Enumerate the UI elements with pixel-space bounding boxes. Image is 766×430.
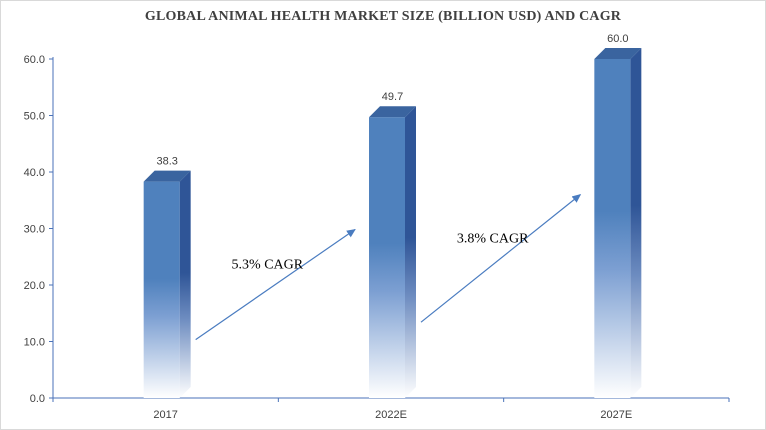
cagr-arrow	[420, 193, 582, 323]
y-tick-label: 30.0	[24, 224, 45, 236]
bar-side-2027E	[630, 48, 642, 398]
cagr-label: 3.8% CAGR	[457, 231, 529, 246]
bar-top-2027E	[594, 48, 642, 59]
bar-top-2017	[143, 170, 191, 182]
data-label-2017: 38.3	[156, 156, 177, 168]
cagr-label: 5.3% CAGR	[232, 258, 304, 273]
bar-2027E	[594, 59, 631, 398]
x-tick-label: 2017	[153, 409, 177, 421]
data-label-2027E: 60.0	[607, 33, 628, 45]
bar-top-2022E	[369, 106, 416, 118]
y-tick-label: 60.0	[24, 54, 45, 66]
x-tick-label: 2022E	[375, 409, 407, 421]
y-tick-label: 10.0	[24, 337, 45, 349]
bar-2017	[143, 181, 180, 398]
bar-side-2017	[179, 170, 191, 398]
y-tick-label: 0.0	[30, 393, 45, 405]
chart-title: GLOBAL ANIMAL HEALTH MARKET SIZE (BILLIO…	[144, 9, 622, 24]
x-tick-label: 2027E	[600, 409, 632, 421]
y-tick-label: 50.0	[24, 111, 45, 123]
annotations: 5.3% CAGR 3.8% CAGR	[195, 193, 582, 341]
bar-2022E	[369, 117, 405, 398]
bars: 38.3 49.7 60.0	[143, 33, 642, 398]
y-tick-label: 40.0	[24, 167, 45, 179]
y-tick-label: 20.0	[24, 280, 45, 292]
bar-side-2022E	[405, 106, 416, 398]
cagr-arrow	[195, 228, 356, 341]
axes: 0.0 10.0 20.0 30.0 40.0 50.0 60.0 2017 2022E 2027…	[24, 54, 730, 421]
data-label-2022E: 49.7	[382, 91, 403, 103]
